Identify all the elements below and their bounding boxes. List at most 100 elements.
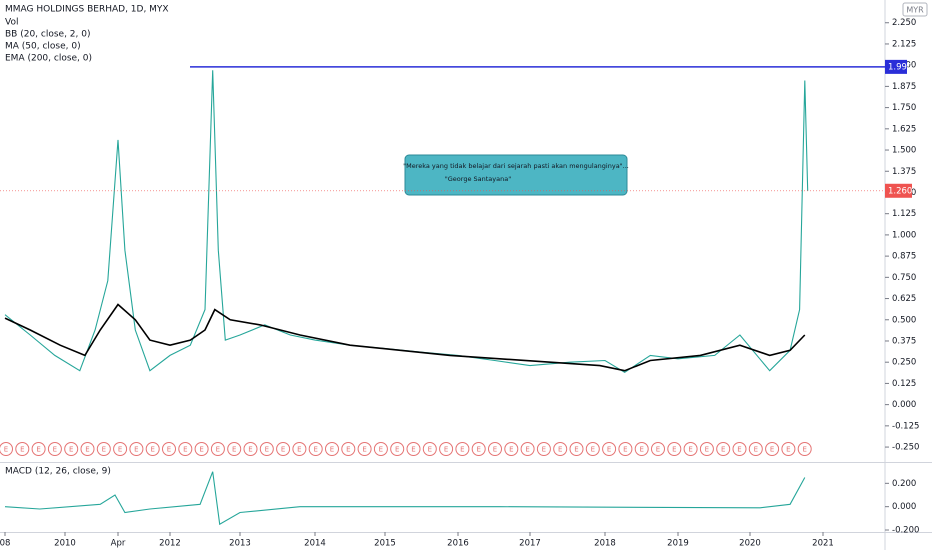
y-tick-label: 0.125 xyxy=(892,379,916,389)
note-text: "Mereka yang tidak belajar dari sejarah … xyxy=(403,162,629,170)
x-tick-label: 2013 xyxy=(229,539,251,549)
event-marker-label: E xyxy=(656,446,660,454)
event-marker-label: E xyxy=(509,446,513,454)
event-marker xyxy=(276,442,291,456)
event-marker-label: E xyxy=(705,446,709,454)
y-tick-label: 2.125 xyxy=(892,39,916,49)
event-marker-label: E xyxy=(199,446,203,454)
event-marker-label: E xyxy=(786,446,790,454)
event-marker xyxy=(210,442,225,456)
legend-item: MACD (12, 26, close, 9) xyxy=(5,467,111,477)
event-marker-label: E xyxy=(623,446,627,454)
y-tick-label: 1.625 xyxy=(892,124,916,134)
x-tick-label: 2012 xyxy=(159,539,181,549)
event-marker-label: E xyxy=(20,446,24,454)
hline-label-box xyxy=(885,59,907,74)
y-tick-label: -0.200 xyxy=(892,526,919,536)
event-marker xyxy=(585,442,600,456)
y-tick-label: 0.875 xyxy=(892,252,916,262)
y-tick-label: 0.625 xyxy=(892,294,916,304)
event-marker xyxy=(15,442,30,456)
event-marker-label: E xyxy=(85,446,89,454)
note-text: "George Santayana" xyxy=(445,175,511,183)
legend-item: Vol xyxy=(5,18,18,28)
event-marker xyxy=(406,442,421,456)
event-marker xyxy=(373,442,388,456)
event-marker-label: E xyxy=(330,446,334,454)
event-marker xyxy=(308,442,323,456)
y-tick-label: 1.875 xyxy=(892,82,916,92)
series-line xyxy=(4,70,809,374)
event-marker-label: E xyxy=(379,446,383,454)
y-tick-label: 0.375 xyxy=(892,336,916,346)
x-tick-label: 2016 xyxy=(447,539,469,549)
event-marker xyxy=(781,442,796,456)
x-tick-label: 2018 xyxy=(594,539,616,549)
event-marker xyxy=(129,442,144,456)
event-marker-label: E xyxy=(265,446,269,454)
y-tick-label: 1.375 xyxy=(892,167,916,177)
y-tick-label: 0.000 xyxy=(892,502,916,512)
event-marker-label: E xyxy=(721,446,725,454)
event-marker xyxy=(504,442,519,456)
event-marker xyxy=(341,442,356,456)
x-tick-label: 2010 xyxy=(54,539,76,549)
event-marker xyxy=(227,442,242,456)
x-tick-label: Apr xyxy=(111,539,126,549)
y-tick-label: 1.125 xyxy=(892,209,916,219)
legend-item: EMA (200, close, 0) xyxy=(5,54,92,64)
event-marker xyxy=(390,442,405,456)
y-tick-label: 0.750 xyxy=(892,273,916,283)
event-marker xyxy=(31,442,46,456)
event-marker-label: E xyxy=(558,446,562,454)
event-marker xyxy=(797,442,812,456)
event-marker xyxy=(439,442,454,456)
last-price-label: 1.260 xyxy=(888,186,912,196)
event-marker xyxy=(667,442,682,456)
event-marker-label: E xyxy=(69,446,73,454)
event-marker xyxy=(47,442,62,456)
event-marker-label: E xyxy=(754,446,758,454)
event-marker xyxy=(64,442,79,456)
event-marker xyxy=(259,442,274,456)
event-marker-label: E xyxy=(297,446,301,454)
hline-label: 1.990 xyxy=(888,62,912,72)
currency-box[interactable] xyxy=(902,2,928,17)
x-tick-label: 2019 xyxy=(667,539,689,549)
event-marker-label: E xyxy=(574,446,578,454)
event-marker xyxy=(178,442,193,456)
event-marker xyxy=(553,442,568,456)
event-marker-label: E xyxy=(167,446,171,454)
event-marker xyxy=(569,442,584,456)
y-tick-label: 0.200 xyxy=(892,479,916,489)
event-marker xyxy=(471,442,486,456)
event-marker-label: E xyxy=(525,446,529,454)
currency-label: MYR xyxy=(906,6,924,15)
event-marker xyxy=(765,442,780,456)
x-tick-label: 2014 xyxy=(304,539,326,549)
event-marker-label: E xyxy=(542,446,546,454)
event-marker-label: E xyxy=(802,446,806,454)
event-marker xyxy=(113,442,128,456)
event-marker xyxy=(634,442,649,456)
event-marker xyxy=(96,442,111,456)
event-marker xyxy=(243,442,258,456)
event-marker xyxy=(602,442,617,456)
event-marker-label: E xyxy=(770,446,774,454)
event-marker xyxy=(357,442,372,456)
note-box xyxy=(404,154,628,196)
event-marker-label: E xyxy=(428,446,432,454)
event-marker xyxy=(325,442,339,456)
event-marker xyxy=(699,442,714,456)
y-tick-label: 1.500 xyxy=(892,146,916,156)
event-marker-label: E xyxy=(36,446,40,454)
event-marker xyxy=(194,442,209,456)
event-marker xyxy=(716,442,731,456)
event-marker-label: E xyxy=(607,446,611,454)
event-marker-label: E xyxy=(183,446,187,454)
last-price-box xyxy=(885,183,912,198)
chart-title: MMAG HOLDINGS BERHAD, 1D, MYX xyxy=(5,5,169,15)
event-marker-label: E xyxy=(395,446,399,454)
event-marker-label: E xyxy=(346,446,350,454)
